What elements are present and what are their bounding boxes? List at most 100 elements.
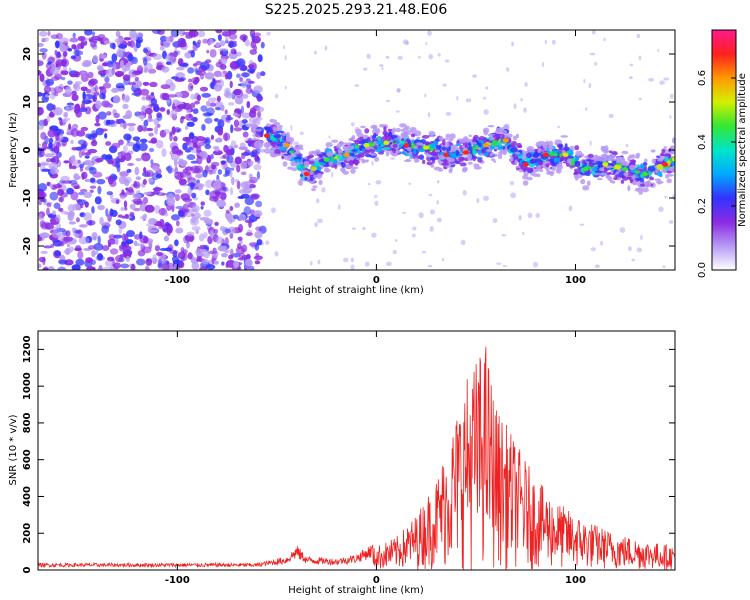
noise-blob <box>509 181 515 186</box>
noise-blob <box>50 34 59 40</box>
noise-blob <box>144 204 155 213</box>
signal-blob <box>558 161 563 165</box>
noise-blob <box>231 176 235 186</box>
noise-blob <box>386 261 392 267</box>
noise-blob <box>220 253 228 258</box>
signal-blob <box>378 123 385 128</box>
noise-blob <box>62 50 68 57</box>
noise-blob <box>123 37 132 41</box>
signal-blob <box>467 161 473 165</box>
signal-blob <box>310 176 314 182</box>
noise-blob <box>402 39 409 45</box>
noise-blob <box>631 258 636 262</box>
signal-blob <box>362 160 366 164</box>
signal-blob <box>319 162 327 166</box>
noise-blob <box>465 98 472 103</box>
noise-blob <box>199 266 208 270</box>
signal-blob <box>629 164 636 171</box>
x-tick-label: -100 <box>165 575 190 586</box>
noise-blob <box>317 218 323 224</box>
noise-blob <box>222 70 227 75</box>
noise-blob <box>523 107 527 113</box>
signal-blob <box>493 160 497 163</box>
signal-blob <box>597 177 603 181</box>
noise-blob <box>79 188 88 193</box>
noise-blob <box>192 63 198 67</box>
noise-blob <box>118 152 122 159</box>
noise-blob <box>78 149 83 158</box>
signal-blob <box>343 142 349 146</box>
noise-blob <box>97 204 105 211</box>
noise-blob <box>428 193 433 197</box>
noise-blob <box>589 140 592 146</box>
signal-blob <box>647 166 656 172</box>
noise-blob <box>224 92 235 99</box>
noise-blob <box>118 226 122 235</box>
noise-blob <box>69 37 79 43</box>
noise-blob <box>101 100 110 108</box>
signal-blob <box>575 150 583 157</box>
noise-blob <box>104 76 110 83</box>
noise-blob <box>60 210 69 215</box>
noise-blob <box>127 162 135 167</box>
noise-blob <box>122 103 129 110</box>
x-tick-label: 100 <box>565 575 586 586</box>
noise-blob <box>47 30 51 37</box>
noise-blob <box>38 256 46 263</box>
noise-blob <box>266 31 271 36</box>
noise-blob <box>53 202 61 209</box>
signal-blob <box>384 135 392 142</box>
signal-blob <box>569 150 574 157</box>
noise-blob <box>74 103 81 112</box>
noise-blob <box>148 177 154 183</box>
noise-blob <box>78 224 88 228</box>
signal-blob <box>661 148 666 154</box>
noise-blob <box>213 260 219 265</box>
noise-blob <box>215 30 223 34</box>
noise-blob <box>594 264 600 269</box>
noise-blob <box>178 210 185 218</box>
noise-blob <box>229 80 233 89</box>
signal-blob <box>654 178 661 181</box>
signal-peak <box>622 167 629 172</box>
noise-blob <box>225 209 230 214</box>
noise-blob <box>111 53 118 62</box>
noise-blob <box>50 243 55 248</box>
noise-blob <box>155 251 164 257</box>
noise-blob <box>239 142 246 149</box>
signal-blob <box>517 155 522 159</box>
noise-blob <box>225 259 236 268</box>
noise-blob <box>75 258 85 266</box>
noise-blob <box>177 58 184 67</box>
noise-blob <box>141 152 151 162</box>
noise-blob <box>139 111 145 116</box>
noise-blob <box>171 145 180 155</box>
noise-blob <box>629 75 633 80</box>
noise-blob <box>75 109 82 118</box>
noise-blob <box>260 41 265 49</box>
noise-blob <box>77 192 85 196</box>
signal-blob <box>549 171 554 177</box>
noise-blob <box>625 143 629 148</box>
signal-blob <box>655 180 664 185</box>
y-tick-label: 10 <box>22 95 33 109</box>
noise-blob <box>53 145 60 154</box>
noise-blob <box>483 109 489 115</box>
noise-blob <box>216 137 223 143</box>
noise-blob <box>196 94 201 101</box>
noise-blob <box>215 187 220 197</box>
signal-blob <box>413 157 419 163</box>
signal-blob <box>369 153 377 156</box>
noise-blob <box>229 205 234 212</box>
noise-blob <box>206 49 210 54</box>
signal-blob <box>487 124 495 128</box>
signal-blob <box>499 145 504 150</box>
noise-blob <box>191 262 200 270</box>
noise-blob <box>202 251 211 259</box>
noise-blob <box>183 235 190 244</box>
noise-blob <box>206 100 211 107</box>
signal-blob <box>627 185 631 192</box>
noise-blob <box>84 151 92 156</box>
noise-blob <box>70 73 77 78</box>
